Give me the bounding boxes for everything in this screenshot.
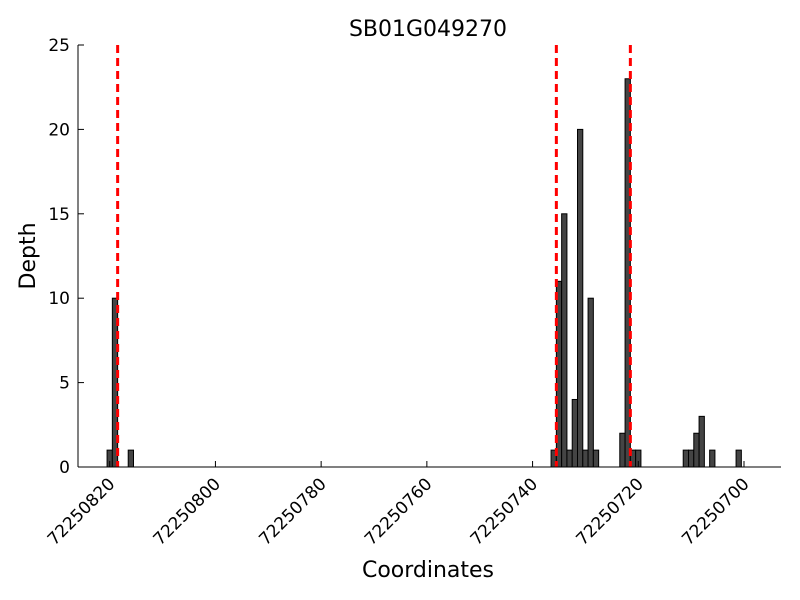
y-tick-label: 5 [59,374,70,394]
x-tick-label: 72250820 [44,474,119,549]
depth-bar [571,398,579,468]
depth-bar [566,449,573,468]
chart-title: SB01G049270 [349,17,507,42]
y-tick-label: 15 [48,205,70,225]
x-axis-label: Coordinates [362,558,494,583]
y-tick-label: 10 [48,289,70,309]
x-tick-label: 72250760 [361,474,436,549]
depth-bar [582,449,589,468]
depth-bar [587,297,594,468]
y-axis-label: Depth [16,222,41,289]
x-axis-ticks: 72250820 72250800 72250780 72250760 72250740… [44,461,754,550]
marker-lines-layer [116,45,632,467]
bars-layer [106,78,742,468]
depth-bar [561,213,568,468]
depth-bar [682,449,690,468]
axes [77,45,781,468]
depth-bar [688,449,695,468]
x-tick-label: 72250780 [255,474,330,549]
depth-bar [698,415,705,468]
y-tick-label: 0 [59,458,70,478]
depth-bar [577,128,584,468]
x-tick-label: 72250720 [572,474,647,549]
depth-bar [592,449,600,468]
depth-bar [735,449,742,468]
depth-bar [709,449,716,468]
y-tick-label: 25 [48,36,70,56]
x-tick-label: 72250740 [467,474,542,549]
depth-bar [127,449,134,468]
y-tick-label: 20 [48,120,70,140]
x-tick-label: 72250700 [678,474,753,549]
depth-bar [693,432,700,468]
x-tick-label: 72250800 [150,474,225,549]
depth-bar [619,432,626,468]
y-axis-ticks: 0 5 10 15 20 25 [48,36,84,478]
